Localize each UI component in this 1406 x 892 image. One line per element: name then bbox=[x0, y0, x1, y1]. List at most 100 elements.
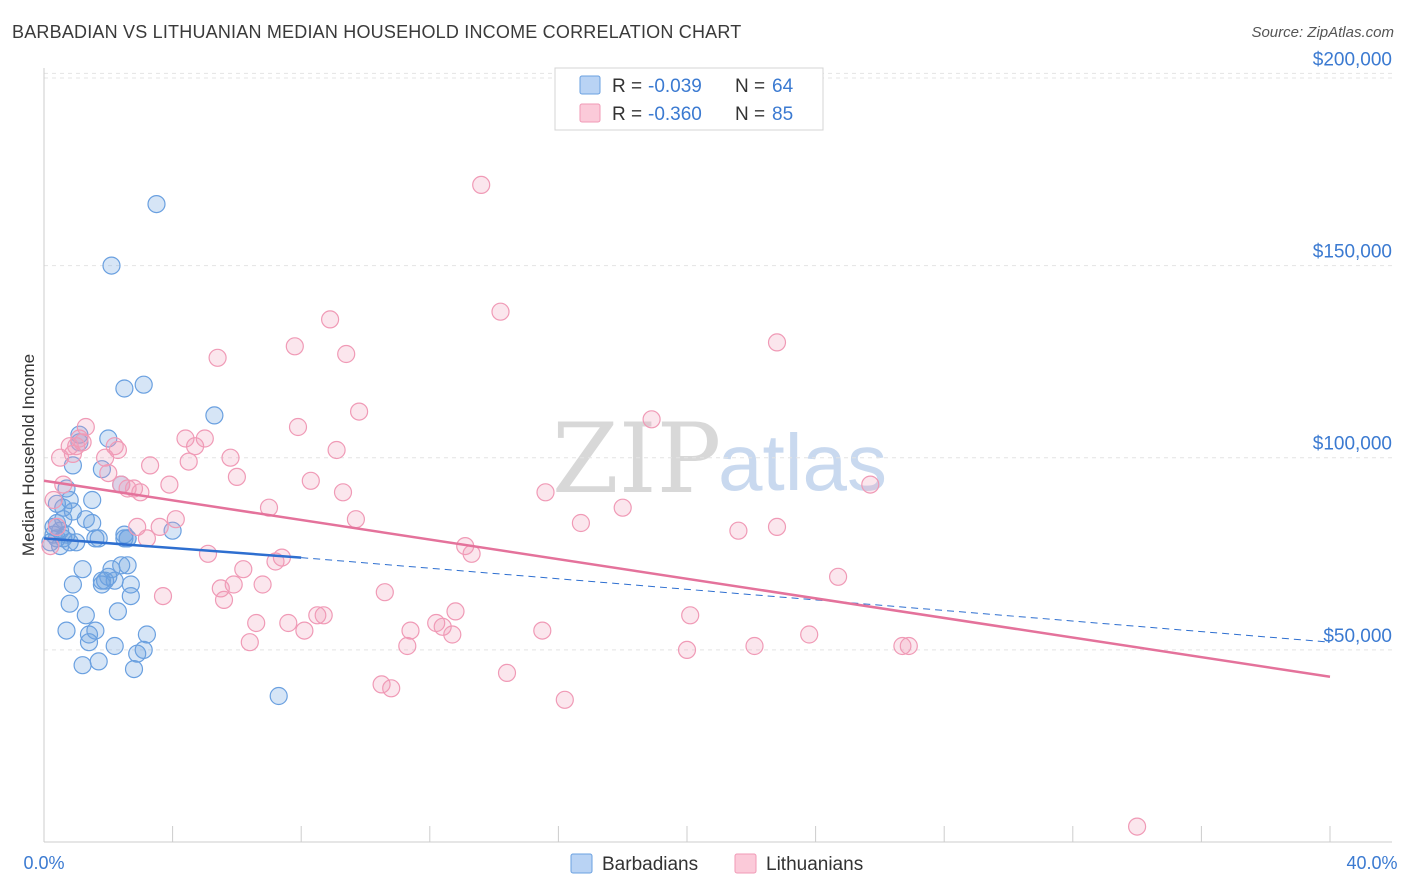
lithuanian-point bbox=[472, 175, 491, 194]
lithuanian-point bbox=[398, 636, 417, 656]
watermark-atlas: atlas bbox=[718, 418, 887, 507]
chart-title: BARBADIAN VS LITHUANIAN MEDIAN HOUSEHOLD… bbox=[12, 22, 742, 42]
lithuanian-point bbox=[108, 440, 128, 460]
lithuanian-point bbox=[613, 498, 632, 517]
lithuanian-point bbox=[301, 471, 320, 490]
lithuanian-point bbox=[166, 510, 185, 529]
lithuanian-point bbox=[800, 625, 819, 644]
barbadian-point bbox=[121, 586, 140, 606]
legend-n-value-2: 85 bbox=[772, 104, 793, 125]
lithuanian-point bbox=[179, 452, 198, 471]
series-barbadians-points bbox=[41, 195, 288, 706]
barbadian-point bbox=[118, 556, 137, 575]
lithuanian-point bbox=[401, 621, 420, 640]
barbadian-trend-extension bbox=[301, 557, 1331, 643]
barbadian-point bbox=[89, 529, 108, 548]
barbadian-point bbox=[89, 652, 108, 671]
lithuanian-point bbox=[767, 333, 787, 352]
lithuanian-point bbox=[745, 636, 764, 656]
barbadian-point bbox=[83, 490, 102, 510]
lithuanian-point bbox=[208, 348, 227, 367]
barbadian-point bbox=[83, 513, 102, 533]
barbadian-point bbox=[60, 490, 79, 510]
bottom-legend-label-lithuanians: Lithuanians bbox=[766, 854, 863, 875]
barbadian-point bbox=[137, 625, 156, 644]
lithuanian-point bbox=[767, 517, 787, 537]
legend-r-value-2: -0.360 bbox=[648, 104, 702, 125]
lithuanian-point bbox=[73, 433, 92, 452]
lithuanian-point bbox=[893, 636, 912, 656]
lithuanian-point bbox=[47, 517, 67, 537]
lithuanian-point bbox=[227, 467, 246, 486]
barbadian-point bbox=[73, 656, 92, 675]
bottom-legend-swatch-lithuanians bbox=[734, 853, 757, 874]
x-ticks bbox=[43, 826, 1331, 842]
lithuanian-point bbox=[555, 690, 574, 709]
lithuanian-point bbox=[677, 640, 697, 660]
lithuanian-point bbox=[321, 310, 340, 329]
barbadian-point bbox=[60, 533, 79, 552]
barbadian-point bbox=[73, 560, 92, 579]
bottom-legend-swatch-barbadians bbox=[570, 853, 593, 874]
lithuanian-point bbox=[346, 510, 365, 529]
lithuanian-point bbox=[642, 410, 661, 429]
lithuanian-point bbox=[186, 437, 205, 456]
legend-swatch-lithuanians bbox=[579, 103, 601, 123]
lithuanian-point bbox=[443, 625, 462, 644]
legend-n-label-1: N = bbox=[735, 76, 765, 97]
lithuanian-point bbox=[160, 475, 179, 494]
bottom-legend-label-barbadians: Barbadians bbox=[602, 854, 698, 875]
lithuanian-point bbox=[350, 402, 369, 421]
watermark-zip: ZIP bbox=[552, 403, 721, 515]
lithuanian-point bbox=[214, 590, 234, 610]
barbadian-point bbox=[76, 606, 95, 625]
barbadian-point bbox=[108, 602, 128, 621]
lithuanian-point bbox=[375, 583, 394, 602]
lithuanian-point bbox=[729, 521, 748, 540]
lithuanian-point bbox=[861, 475, 880, 494]
lithuanian-point bbox=[536, 483, 555, 502]
legend-n-label-2: N = bbox=[735, 104, 765, 125]
x-tick-label-max: 40.0% bbox=[1346, 853, 1397, 873]
barbadian-point bbox=[134, 640, 153, 660]
barbadian-point bbox=[105, 571, 124, 590]
lithuanian-point bbox=[224, 575, 243, 594]
lithuanian-point bbox=[198, 544, 218, 563]
axes bbox=[43, 68, 1392, 843]
lithuanian-point bbox=[372, 675, 391, 694]
legend-n-value-1: 64 bbox=[772, 76, 794, 97]
lithuanian-trend-line bbox=[43, 479, 1331, 678]
correlation-legend: R = -0.039 N = 64 R = -0.360 N = 85 bbox=[554, 67, 824, 131]
series-lithuanians-points bbox=[41, 175, 1147, 836]
barbadian-point bbox=[115, 379, 134, 398]
lithuanian-point bbox=[176, 429, 195, 448]
lithuanian-point bbox=[99, 464, 118, 483]
lithuanian-point bbox=[333, 483, 353, 502]
lithuanian-point bbox=[285, 337, 304, 356]
barbadian-point bbox=[112, 556, 131, 575]
barbadian-point bbox=[57, 621, 76, 640]
lithuanian-point bbox=[288, 417, 308, 437]
lithuanian-point bbox=[141, 456, 160, 475]
lithuanian-point bbox=[41, 536, 60, 556]
barbadian-point bbox=[147, 195, 166, 214]
lithuanian-point bbox=[295, 621, 314, 640]
barbadian-point bbox=[269, 686, 288, 706]
lithuanian-point bbox=[382, 679, 401, 698]
legend-r-value-1: -0.039 bbox=[648, 76, 702, 97]
lithuanian-point bbox=[240, 633, 259, 652]
barbadian-point bbox=[134, 375, 153, 394]
barbadian-point bbox=[79, 633, 99, 652]
barbadian-point bbox=[86, 621, 105, 640]
source-label: Source: ZipAtlas.com bbox=[1251, 24, 1394, 41]
lithuanian-point bbox=[76, 417, 95, 437]
lithuanian-point bbox=[433, 617, 452, 636]
lithuanian-point bbox=[571, 513, 591, 533]
barbadian-trend-line bbox=[43, 537, 302, 559]
lithuanian-point bbox=[314, 606, 333, 625]
barbadian-point bbox=[124, 659, 144, 679]
y-tick-label: $200,000 bbox=[1313, 49, 1392, 70]
lithuanian-point bbox=[497, 663, 517, 683]
barbadian-point bbox=[105, 636, 124, 656]
